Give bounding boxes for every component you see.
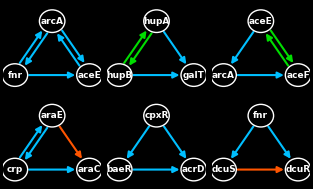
Circle shape (211, 158, 236, 181)
Circle shape (144, 10, 169, 33)
Circle shape (181, 64, 207, 86)
Text: aceE: aceE (249, 17, 273, 26)
Text: araC: araC (78, 165, 101, 174)
Circle shape (285, 64, 311, 86)
Circle shape (2, 64, 28, 86)
Circle shape (248, 10, 274, 33)
Text: baeR: baeR (106, 165, 132, 174)
Circle shape (211, 64, 236, 86)
Circle shape (39, 10, 65, 33)
Text: hupA: hupA (143, 17, 170, 26)
Text: aceE: aceE (78, 70, 101, 80)
Circle shape (77, 64, 102, 86)
Circle shape (248, 104, 274, 127)
Circle shape (77, 158, 102, 181)
Text: acrD: acrD (182, 165, 206, 174)
Text: fnr: fnr (253, 111, 268, 120)
Text: hupB: hupB (106, 70, 132, 80)
Text: fnr: fnr (8, 70, 23, 80)
Text: araE: araE (41, 111, 64, 120)
Circle shape (144, 104, 169, 127)
Text: aceF: aceF (286, 70, 310, 80)
Circle shape (106, 64, 132, 86)
Text: dcuR: dcuR (285, 165, 311, 174)
Circle shape (285, 158, 311, 181)
Text: crp: crp (7, 165, 23, 174)
Circle shape (2, 158, 28, 181)
Text: arcA: arcA (41, 17, 64, 26)
Text: dcuS: dcuS (211, 165, 236, 174)
Circle shape (106, 158, 132, 181)
Circle shape (39, 104, 65, 127)
Text: arcA: arcA (212, 70, 235, 80)
Text: cpxR: cpxR (144, 111, 169, 120)
Circle shape (181, 158, 207, 181)
Text: galT: galT (183, 70, 205, 80)
